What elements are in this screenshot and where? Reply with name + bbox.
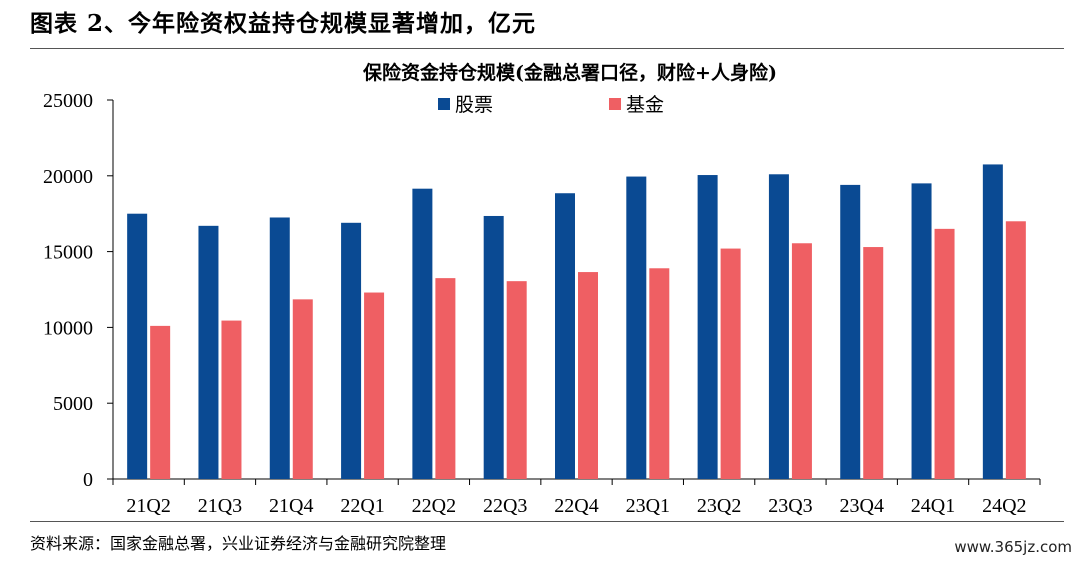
bar-stock-23Q2 (697, 175, 718, 480)
bars (127, 164, 1026, 480)
chart-title: 保险资金持仓规模(金融总署口径，财险+人身险) (363, 62, 777, 84)
bar-fund-22Q1 (364, 292, 385, 479)
bar-stock-24Q1 (911, 183, 932, 479)
bar-stock-21Q2 (127, 213, 148, 479)
x-tick-label: 22Q4 (554, 495, 598, 517)
bar-fund-22Q3 (506, 281, 527, 479)
legend-swatch-fund (609, 98, 621, 110)
x-tick-label: 23Q2 (697, 495, 741, 517)
legend-label-fund: 基金 (626, 94, 664, 116)
x-tick-label: 22Q1 (340, 495, 384, 517)
bar-fund-22Q4 (578, 272, 598, 479)
bar-stock-22Q3 (483, 215, 504, 479)
bar-fund-23Q4 (863, 247, 884, 479)
bar-fund-24Q2 (1005, 221, 1026, 479)
y-tick-label: 15000 (43, 242, 93, 264)
figure-title: 图表 2、今年险资权益持仓规模显著增加，亿元 (30, 10, 537, 37)
bar-stock-22Q2 (412, 188, 433, 479)
y-tick-label: 20000 (43, 166, 93, 188)
y-tick-label: 5000 (53, 393, 93, 415)
bar-fund-23Q3 (791, 243, 812, 479)
bar-fund-22Q2 (435, 278, 456, 479)
x-tick-label: 24Q1 (911, 495, 955, 517)
bar-stock-22Q1 (341, 222, 362, 479)
x-tick-label: 21Q4 (269, 495, 313, 517)
bar-stock-21Q3 (198, 225, 219, 479)
legend-swatch-stock (438, 98, 450, 110)
axes: 0 5000 10000 15000 20000 25000 21Q2 21Q3 21Q4 22Q… (43, 90, 1041, 517)
bar-stock-22Q4 (555, 193, 575, 479)
y-tick-label: 10000 (43, 317, 93, 339)
bar-fund-23Q2 (720, 248, 741, 479)
bar-stock-21Q4 (269, 217, 290, 480)
x-tick-label: 22Q2 (412, 495, 456, 517)
y-tick-label: 0 (83, 469, 93, 491)
legend: 股票 基金 (438, 94, 664, 116)
bar-fund-21Q3 (221, 320, 242, 479)
bottom-rule (30, 521, 1064, 522)
bar-fund-23Q1 (649, 268, 670, 479)
bar-stock-23Q4 (840, 184, 861, 479)
bar-fund-21Q2 (150, 325, 171, 479)
top-rule (30, 48, 1064, 49)
x-tick-label: 24Q2 (982, 495, 1026, 517)
watermark: www.365jz.com (954, 538, 1072, 556)
x-tick-label: 21Q3 (198, 495, 242, 517)
bar-stock-23Q3 (768, 174, 789, 479)
bar-fund-21Q4 (292, 299, 313, 479)
bar-stock-23Q1 (626, 176, 647, 480)
x-tick-label: 23Q4 (840, 495, 884, 517)
x-tick-label: 22Q3 (483, 495, 527, 517)
bar-stock-24Q2 (982, 164, 1003, 479)
legend-label-stock: 股票 (455, 94, 493, 116)
bar-fund-24Q1 (934, 228, 955, 479)
x-tick-label: 23Q1 (626, 495, 670, 517)
source-note: 资料来源：国家金融总署，兴业证券经济与金融研究院整理 (30, 534, 447, 553)
x-tick-label: 21Q2 (126, 495, 170, 517)
x-tick-label: 23Q3 (768, 495, 812, 517)
y-tick-label: 25000 (43, 90, 93, 112)
